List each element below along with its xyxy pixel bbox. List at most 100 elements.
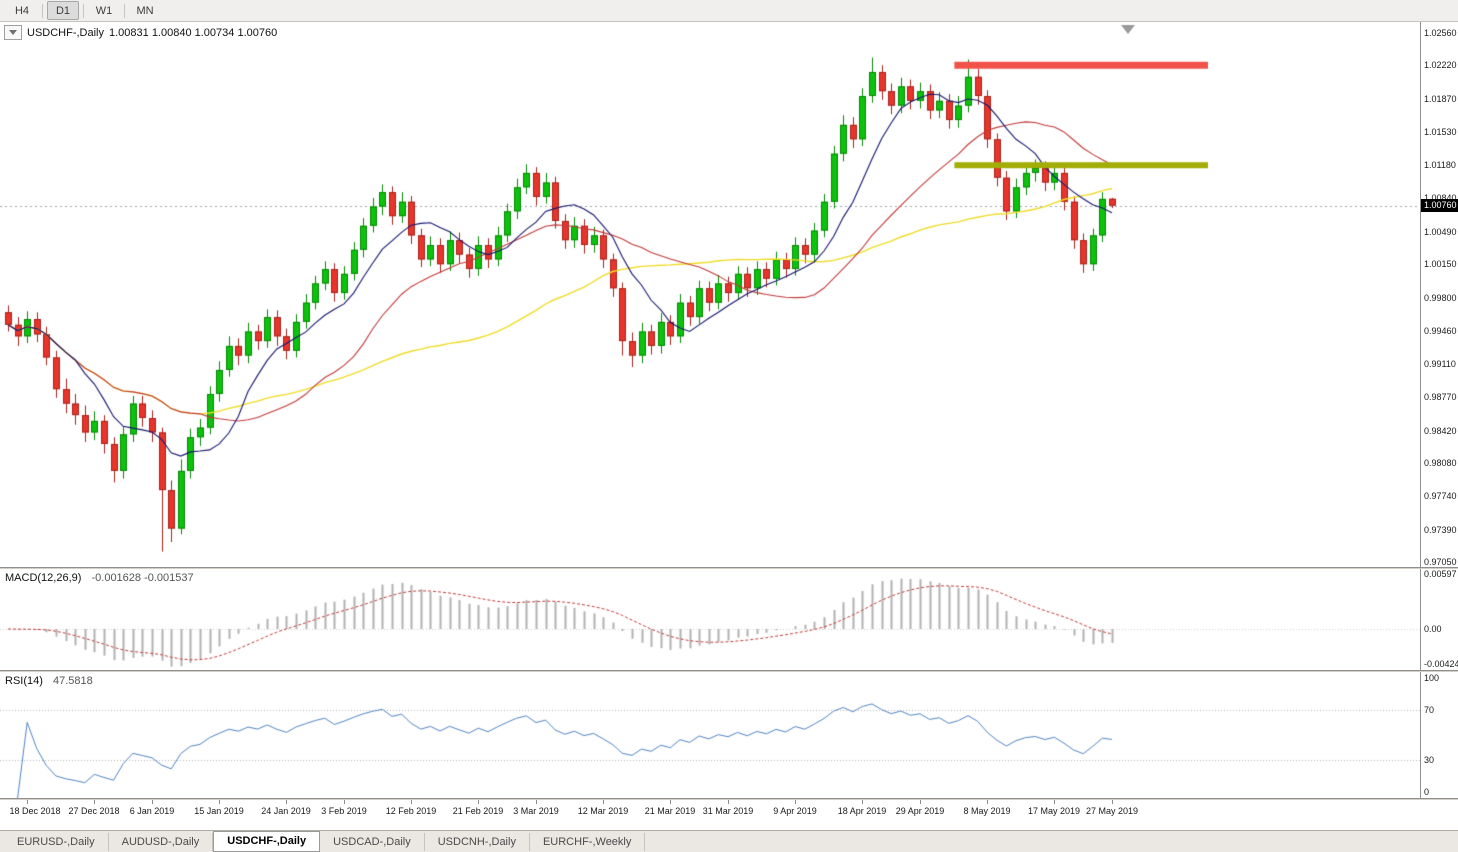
price-scale-label: 1.00490	[1424, 226, 1457, 237]
date-label: 21 Mar 2019	[644, 806, 696, 816]
date-label: 12 Mar 2019	[577, 806, 629, 816]
date-label: 6 Jan 2019	[129, 806, 175, 816]
panel-divider[interactable]	[0, 567, 1458, 569]
macd-scale-label: -0.00424	[1424, 659, 1458, 669]
date-tick	[344, 800, 345, 804]
date-label: 27 May 2019	[1085, 806, 1139, 816]
price-scale-label: 0.98420	[1424, 425, 1457, 436]
price-scale-label: 0.97390	[1424, 524, 1457, 535]
date-tick	[862, 800, 863, 804]
price-scale-label: 0.98080	[1424, 458, 1457, 469]
chevron-down-icon	[9, 30, 17, 35]
price-scale-label: 1.00150	[1424, 259, 1457, 270]
timeframe-button-d1[interactable]: D1	[47, 1, 79, 20]
date-label: 9 Apr 2019	[773, 806, 817, 816]
toolbar-separator	[124, 3, 125, 18]
date-label: 29 Apr 2019	[895, 806, 945, 816]
rsi-scale-label: 0	[1424, 787, 1430, 797]
macd-scale-label: 0.00	[1424, 624, 1442, 634]
current-price-badge: 1.00760	[1421, 198, 1458, 212]
macd-label-bar: MACD(12,26,9) -0.001628 -0.001537	[5, 572, 194, 584]
date-label: 17 May 2019	[1027, 806, 1081, 816]
macd-panel: MACD(12,26,9) -0.001628 -0.001537 0.0059…	[0, 569, 1458, 670]
date-tick	[1112, 800, 1113, 804]
rsi-scale-label: 70	[1424, 704, 1435, 715]
toolbar-separator	[83, 3, 84, 18]
date-tick	[987, 800, 988, 804]
date-label: 3 Feb 2019	[321, 806, 367, 816]
toolbar-separator	[42, 3, 43, 18]
chart-tab-usdcnh-daily[interactable]: USDCNH-,Daily	[425, 832, 530, 851]
chart-tab-eurchf-weekly[interactable]: EURCHF-,Weekly	[530, 832, 646, 851]
date-tick	[728, 800, 729, 804]
date-label: 24 Jan 2019	[261, 806, 311, 816]
date-tick	[1054, 800, 1055, 804]
price-scale-label: 0.97050	[1424, 557, 1457, 567]
rsi-chart-canvas[interactable]	[0, 672, 1420, 798]
date-tick	[478, 800, 479, 804]
price-chart-canvas[interactable]	[0, 22, 1420, 567]
timeframe-button-h4[interactable]: H4	[14, 4, 30, 17]
rsi-panel: RSI(14) 47.5818 100 70 30 0	[0, 672, 1458, 798]
chart-tab-audusd-daily[interactable]: AUDUSD-,Daily	[109, 832, 214, 851]
price-scale-label: 0.99110	[1424, 359, 1456, 370]
date-label: 15 Jan 2019	[194, 806, 244, 816]
date-tick	[670, 800, 671, 804]
rsi-label-bar: RSI(14) 47.5818	[5, 675, 93, 687]
price-scale-label: 1.02560	[1424, 27, 1457, 38]
macd-scale[interactable]: 0.00597 0.00 -0.00424	[1420, 569, 1458, 670]
price-scale-label: 0.98770	[1424, 391, 1457, 402]
rsi-scale-label: 30	[1424, 755, 1435, 766]
date-tick	[795, 800, 796, 804]
chart-tab-usdchf-daily[interactable]: USDCHF-,Daily	[213, 831, 321, 852]
price-scale-label: 1.02220	[1424, 60, 1457, 71]
collapse-chart-button[interactable]	[4, 25, 22, 40]
chart-tab-usdcad-daily[interactable]: USDCAD-,Daily	[320, 832, 425, 851]
date-label: 21 Feb 2019	[452, 806, 504, 816]
panel-divider[interactable]	[0, 670, 1458, 672]
rsi-indicator-label: RSI(14)	[5, 675, 43, 687]
price-panel: USDCHF-,Daily 1.00831 1.00840 1.00734 1.…	[0, 22, 1458, 567]
date-label: 8 May 2019	[963, 806, 1011, 816]
date-tick	[286, 800, 287, 804]
chart-tab-eurusd-daily[interactable]: EURUSD-,Daily	[4, 832, 109, 851]
date-tick	[603, 800, 604, 804]
timeframe-toolbar: H4 D1 W1 MN	[0, 0, 1458, 22]
price-scale-label: 1.01180	[1424, 160, 1456, 171]
date-tick	[152, 800, 153, 804]
rsi-scale-label: 100	[1424, 673, 1440, 683]
date-axis[interactable]: 18 Dec 2018 27 Dec 2018 6 Jan 2019 15 Jan 2…	[0, 800, 1458, 830]
price-scale-label: 1.01870	[1424, 93, 1457, 104]
chart-title-bar: USDCHF-,Daily 1.00831 1.00840 1.00734 1.…	[4, 25, 277, 40]
chart-tabs-bar: EURUSD-,Daily AUDUSD-,Daily USDCHF-,Daily U…	[0, 830, 1458, 852]
date-label: 12 Feb 2019	[385, 806, 437, 816]
date-tick	[411, 800, 412, 804]
price-scale[interactable]: 1.00760 1.02560 1.02220 1.01870 1.01530 1.01…	[1420, 22, 1458, 567]
price-scale-label: 0.99460	[1424, 325, 1457, 336]
date-label: 18 Dec 2018	[9, 806, 61, 816]
date-label: 18 Apr 2019	[837, 806, 887, 816]
timeframe-button-mn[interactable]: MN	[136, 4, 154, 17]
chart-symbol-title: USDCHF-,Daily	[27, 26, 104, 39]
date-tick	[27, 800, 28, 804]
rsi-indicator-value: 47.5818	[52, 675, 93, 687]
macd-indicator-values: -0.001628 -0.001537	[91, 572, 194, 584]
date-label: 27 Dec 2018	[68, 806, 120, 816]
macd-scale-label: 0.00597	[1424, 569, 1457, 579]
chart-window: USDCHF-,Daily 1.00831 1.00840 1.00734 1.…	[0, 22, 1458, 830]
rsi-scale[interactable]: 100 70 30 0	[1420, 672, 1458, 798]
price-scale-label: 0.97740	[1424, 490, 1457, 501]
panel-divider[interactable]	[0, 798, 1458, 800]
price-scale-label: 0.99800	[1424, 292, 1457, 303]
price-scale-label: 1.01530	[1424, 126, 1457, 137]
date-tick	[536, 800, 537, 804]
date-label: 31 Mar 2019	[702, 806, 754, 816]
timeframe-button-w1[interactable]: W1	[95, 4, 113, 17]
date-tick	[920, 800, 921, 804]
macd-chart-canvas[interactable]	[0, 569, 1420, 670]
macd-indicator-label: MACD(12,26,9)	[5, 572, 82, 584]
date-tick	[94, 800, 95, 804]
chart-ohlc-values: 1.00831 1.00840 1.00734 1.00760	[109, 26, 278, 39]
date-label: 3 Mar 2019	[513, 806, 559, 816]
